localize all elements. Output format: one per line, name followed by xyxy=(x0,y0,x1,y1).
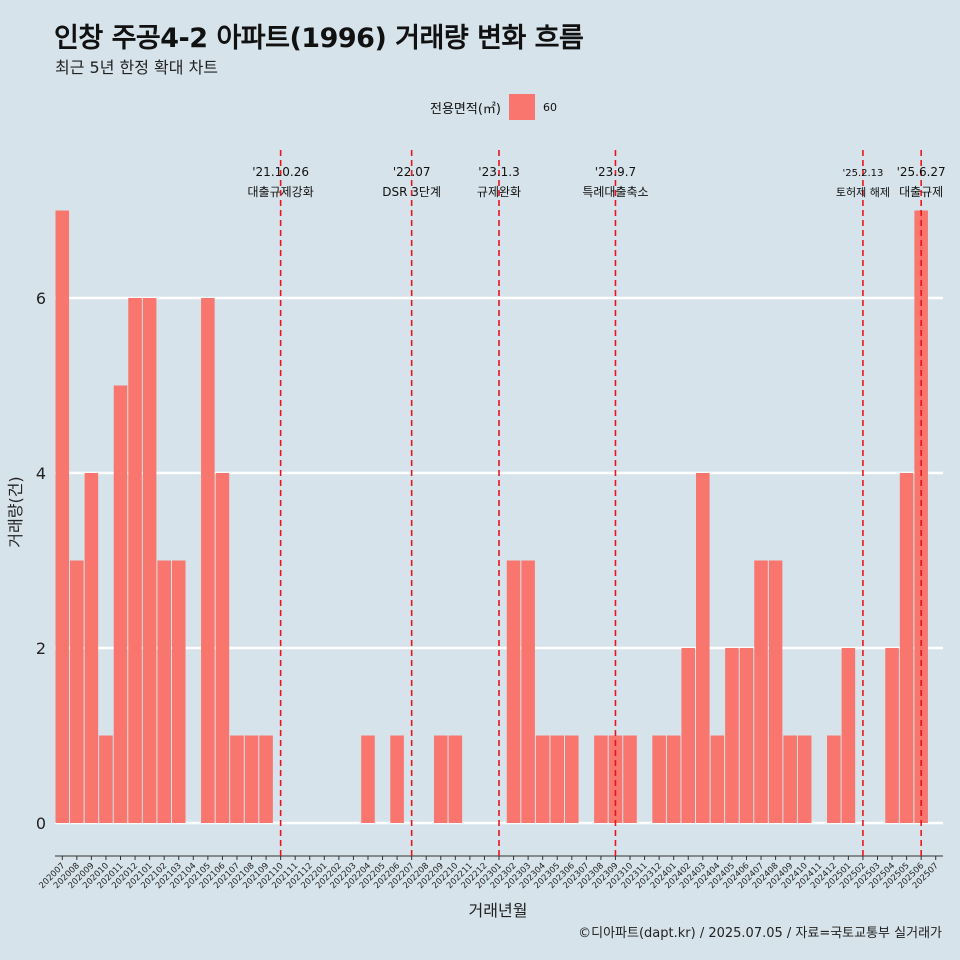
bar xyxy=(608,735,623,823)
source-caption: ©디아파트(dapt.kr) / 2025.07.05 / 자료=국토교통부 실… xyxy=(578,926,942,941)
bar xyxy=(433,735,448,823)
bar xyxy=(899,473,914,823)
bar xyxy=(259,735,273,823)
bar xyxy=(696,473,710,823)
bar xyxy=(550,735,565,823)
bar xyxy=(914,210,928,823)
bar xyxy=(448,735,463,823)
event-date-label: '22.07 xyxy=(393,165,431,179)
event-date-label: '25.2.13 xyxy=(842,168,883,179)
bar xyxy=(55,210,70,823)
bar xyxy=(230,735,244,823)
bar xyxy=(768,560,783,823)
y-axis-label: 거래량(건) xyxy=(6,476,25,548)
bar xyxy=(521,560,535,823)
bar xyxy=(841,648,856,823)
bar xyxy=(783,735,797,823)
bar xyxy=(128,298,142,823)
bar xyxy=(754,560,768,823)
bar xyxy=(215,473,230,823)
bar xyxy=(565,735,579,823)
y-tick-label: 6 xyxy=(36,289,46,308)
bar xyxy=(506,560,521,823)
event-label: 대출규제강화 xyxy=(248,185,314,199)
event-date-label: '23.9.7 xyxy=(595,165,636,179)
bar xyxy=(666,735,681,823)
bar xyxy=(797,735,812,823)
bar xyxy=(113,385,128,823)
bar xyxy=(594,735,608,823)
chart-subtitle: 최근 5년 한정 확대 차트 xyxy=(55,58,219,77)
bar xyxy=(142,298,157,823)
bar xyxy=(535,735,550,823)
event-label: 규제완화 xyxy=(477,185,521,199)
legend-swatch xyxy=(508,94,535,120)
bar xyxy=(390,735,404,823)
bar xyxy=(725,648,739,823)
bar xyxy=(99,735,113,823)
event-label: 특례대출축소 xyxy=(582,185,648,199)
event-date-label: '25.6.27 xyxy=(897,165,946,179)
bar xyxy=(201,298,215,823)
bar xyxy=(244,735,259,823)
legend-title: 전용면적(㎡) xyxy=(430,101,501,117)
event-label: DSR 3단계 xyxy=(382,185,441,199)
bar xyxy=(84,473,99,823)
y-tick-label: 0 xyxy=(36,814,46,833)
bar xyxy=(70,560,84,823)
event-label: 토허제 해제 xyxy=(836,185,890,199)
bar xyxy=(157,560,171,823)
event-date-label: '21.10.26 xyxy=(252,165,309,179)
bar xyxy=(652,735,666,823)
event-label: 대출규제 xyxy=(899,185,943,199)
bar xyxy=(361,735,375,823)
legend-item-label: 60 xyxy=(542,100,557,114)
chart-title: 인창 주공4-2 아파트(1996) 거래량 변화 흐름 xyxy=(54,23,584,54)
bar xyxy=(885,648,899,823)
bar xyxy=(827,735,841,823)
bar xyxy=(710,735,725,823)
y-tick-label: 2 xyxy=(36,639,46,658)
legend: 전용면적(㎡) 60 xyxy=(430,94,557,120)
bar xyxy=(739,648,754,823)
y-tick-label: 4 xyxy=(36,464,46,483)
bar xyxy=(681,648,696,823)
bar xyxy=(623,735,637,823)
x-axis-label: 거래년월 xyxy=(468,901,528,920)
bar xyxy=(171,560,186,823)
event-date-label: '23.1.3 xyxy=(478,165,519,179)
